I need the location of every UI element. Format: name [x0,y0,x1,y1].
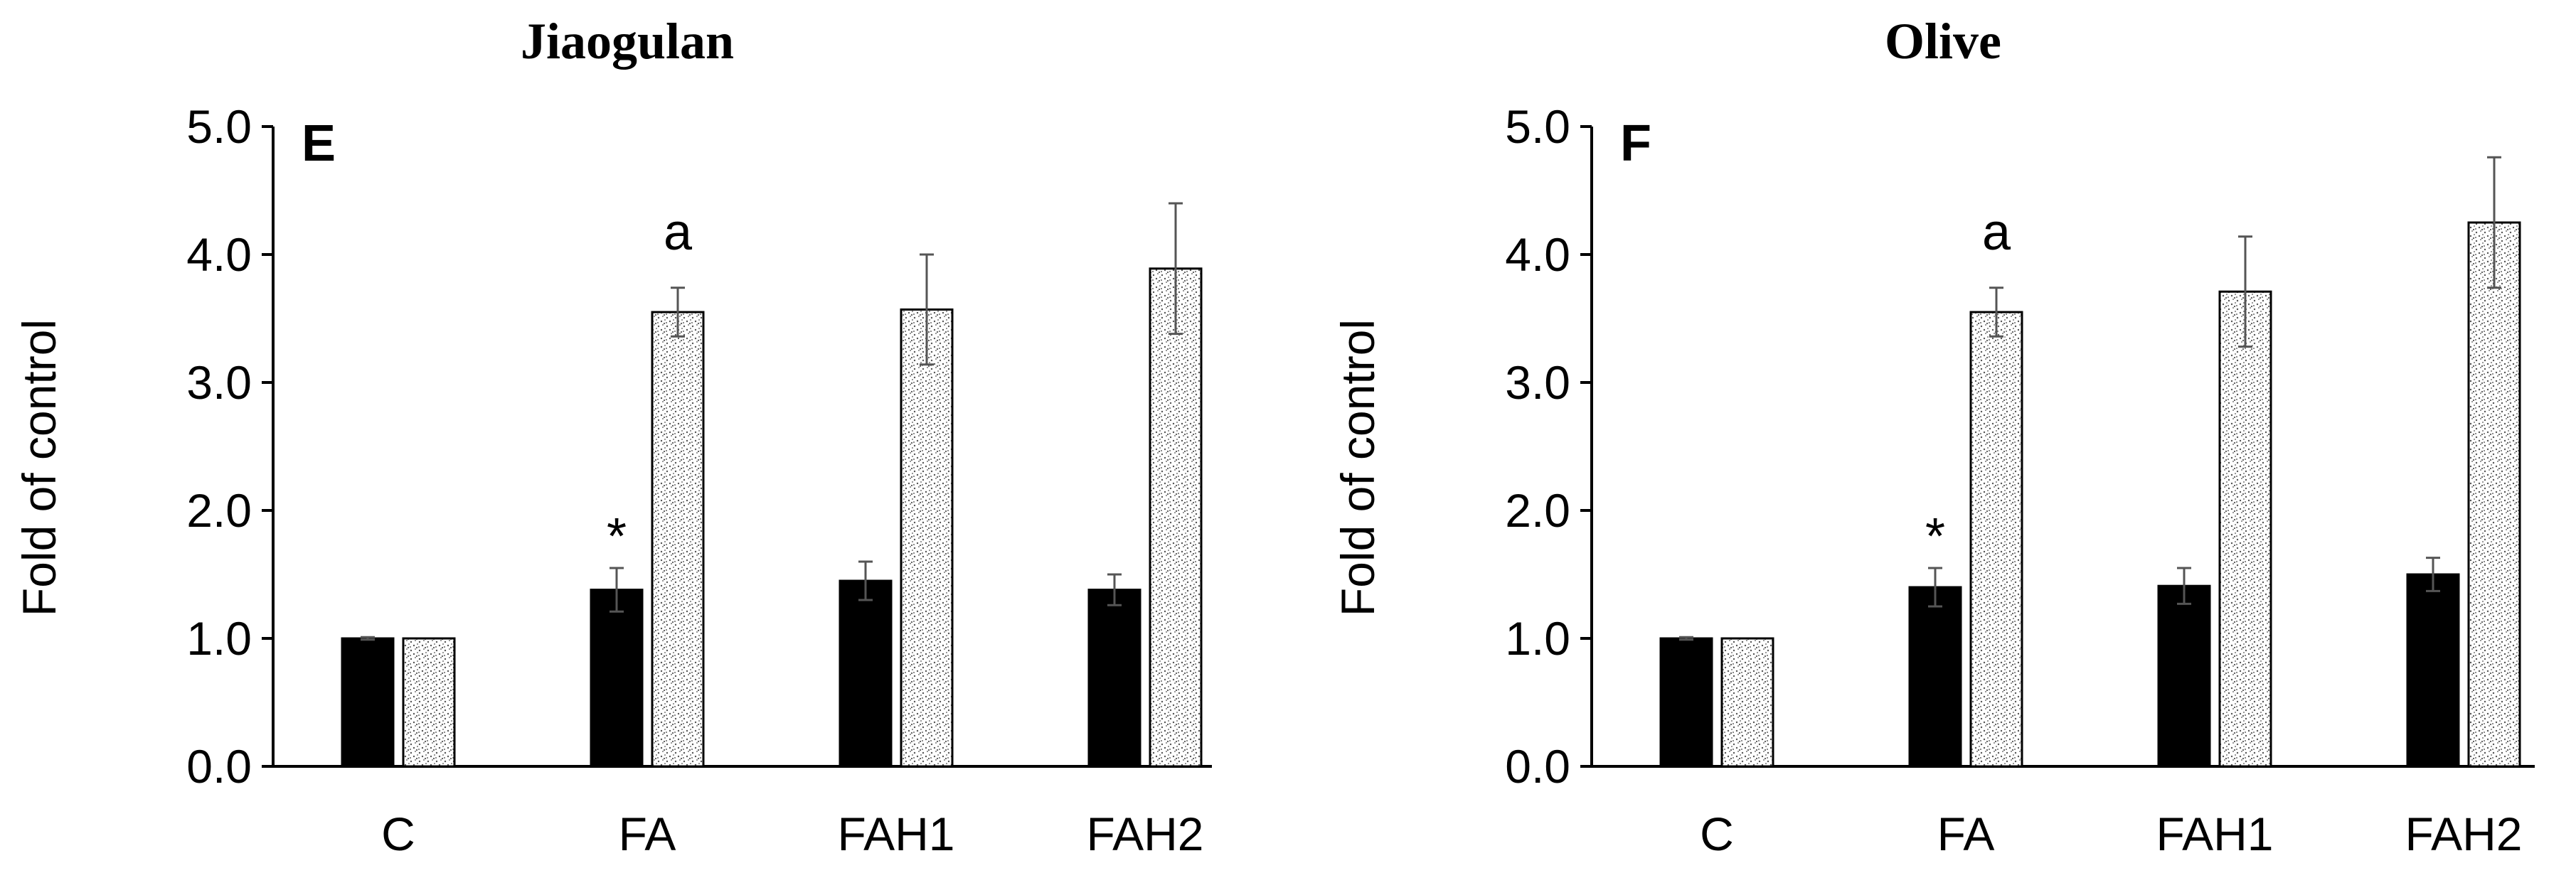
x-tick-label: FAH2 [2405,808,2522,860]
bar-series-2-fah2 [1149,267,1203,768]
bar-series-2-c [402,637,456,768]
panel-letter: F [1620,115,1651,172]
chart-panel-olive: Olive Fold of control F 0.0 1.0 2.0 3.0 4.0 5… [1331,13,2535,860]
y-tick-label: 5.0 [1505,100,1570,153]
panel-letter: E [302,115,336,172]
y-tick-label: 4.0 [1505,228,1570,281]
annotations: *a [1925,204,2011,565]
bar-series-2-fah1 [2218,290,2272,768]
annotations: *a [607,204,693,565]
x-tick-label: C [381,808,415,860]
chart-panel-jiaogulan: Jiaogulan Fold of control E 0.0 1.0 2.0 3.0… [13,13,1212,860]
x-tick-label: FA [619,808,676,860]
x-tick-label: FA [1937,808,1995,860]
bar-series-1-fah2 [1087,589,1141,768]
bar-series-2-fa [1969,311,2023,768]
bar-series-1-fah2 [2406,573,2460,768]
x-tick-label: FAH2 [1086,808,1203,860]
bars [341,202,1203,768]
y-tick-label: 3.0 [1505,356,1570,409]
x-ticks: C FA FAH1 FAH2 [381,808,1203,860]
y-tick-label: 2.0 [1505,484,1570,537]
bar-series-1-fah1 [2157,584,2211,768]
y-tick-label: 0.0 [186,740,252,793]
y-tick-label: 5.0 [186,100,252,153]
annotation-label: a [1982,204,2011,261]
bar-series-2-fah1 [900,308,954,768]
y-tick-label: 3.0 [186,356,252,409]
x-tick-label: FAH1 [837,808,954,860]
annotation-label: a [664,204,693,261]
y-tick-label: 0.0 [1505,740,1570,793]
x-ticks: C FA FAH1 FAH2 [1700,808,2522,860]
bar-series-2-fah2 [2467,221,2521,768]
annotation-label: * [1925,508,1945,565]
bars [1659,156,2521,768]
bar-series-2-c [1720,637,1774,768]
y-axis-label: Fold of control [13,319,65,616]
chart-title: Jiaogulan [521,13,734,70]
y-tick-label: 2.0 [186,484,252,537]
bar-series-1-fah1 [839,579,893,768]
annotation-label: * [607,508,627,565]
chart-title: Olive [1885,13,2001,70]
y-ticks: 0.0 1.0 2.0 3.0 4.0 5.0 [1505,100,1592,793]
bar-series-1-c [1659,637,1713,768]
y-tick-label: 4.0 [186,228,252,281]
bar-series-1-fa [590,589,644,768]
bar-series-1-c [341,637,395,768]
y-axis-label: Fold of control [1331,319,1384,616]
y-tick-label: 1.0 [186,612,252,665]
x-tick-label: C [1700,808,1734,860]
y-ticks: 0.0 1.0 2.0 3.0 4.0 5.0 [186,100,273,793]
bar-series-2-fa [651,311,705,768]
y-tick-label: 1.0 [1505,612,1570,665]
x-tick-label: FAH1 [2156,808,2273,860]
bar-series-1-fa [1908,586,1962,768]
